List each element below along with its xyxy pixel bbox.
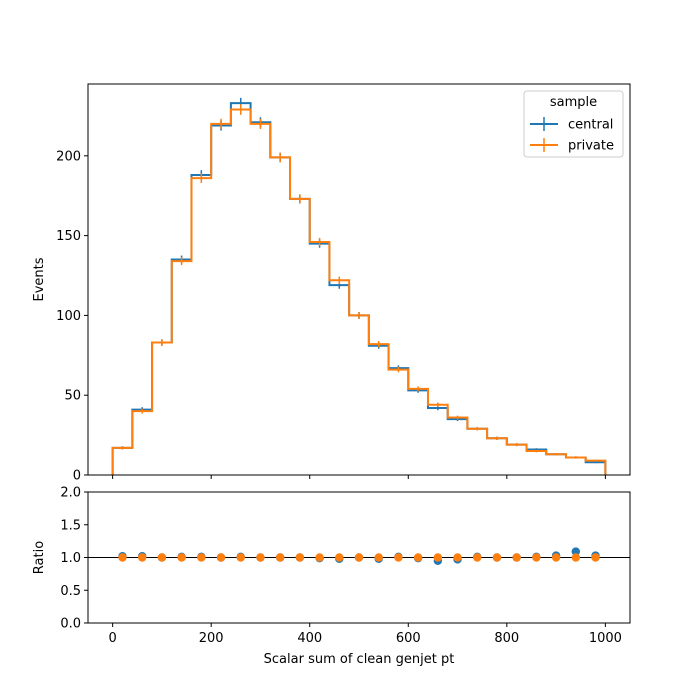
- main-y-tick-label: 200: [56, 149, 81, 164]
- ratio-point-central: [571, 547, 580, 556]
- ratio-point-private: [216, 553, 226, 562]
- x-tick-label: 400: [297, 631, 322, 646]
- legend: sample central private: [523, 90, 624, 158]
- ratio-point-private: [118, 553, 127, 562]
- legend-label-private: private: [568, 139, 614, 154]
- ratio-point-private: [532, 553, 541, 562]
- ratio-point-private: [512, 553, 521, 562]
- main-y-tick-label: 100: [56, 309, 81, 324]
- ratio-y-tick-label: 0.5: [60, 584, 81, 599]
- legend-label-central: central: [568, 118, 613, 133]
- main-plot-frame: [87, 83, 631, 476]
- ratio-y-tick-label: 1.0: [60, 551, 81, 566]
- ratio-point-private: [315, 553, 324, 562]
- ratio-panel: 0.00.51.01.52.0 0 200 400 600 800 1000 Ratio …: [32, 486, 631, 667]
- main-y-tick-label: 0: [73, 469, 81, 484]
- main-panel: 0 50 100 150 200 Events: [32, 83, 631, 484]
- main-y-tick-label: 50: [64, 389, 81, 404]
- ratio-point-private: [374, 553, 383, 562]
- x-tick-label: 200: [199, 631, 224, 646]
- ratio-point-private: [591, 553, 600, 562]
- ratio-point-private: [275, 553, 285, 562]
- ratio-x-axis: 0 200 400 600 800 1000: [108, 623, 622, 646]
- ratio-y-axis-label: Ratio: [32, 541, 47, 574]
- ratio-point-private: [335, 553, 344, 562]
- main-plot-area: [111, 97, 607, 475]
- x-tick-label: 0: [108, 631, 116, 646]
- ratio-point-private: [197, 553, 206, 562]
- x-tick-label: 800: [494, 631, 519, 646]
- ratio-point-private: [354, 553, 364, 562]
- legend-item-central: central: [530, 117, 613, 133]
- ratio-point-private: [413, 553, 423, 562]
- ratio-y-tick-label: 0.0: [60, 617, 81, 632]
- main-y-tick-label: 150: [56, 229, 81, 244]
- main-y-axis-label: Events: [32, 257, 47, 301]
- ratio-point-private: [256, 553, 265, 562]
- ratio-point-private: [177, 553, 186, 562]
- ratio-y-axis: 0.0 0.5 1.0 1.5 2.0: [60, 486, 88, 632]
- x-axis-label: Scalar sum of clean genjet pt: [264, 652, 455, 667]
- main-y-axis: 0 50 100 150 200: [56, 149, 88, 484]
- x-tick-label: 600: [396, 631, 421, 646]
- ratio-point-private: [295, 553, 305, 562]
- ratio-point-private: [453, 553, 462, 562]
- series-private: [111, 104, 607, 475]
- ratio-point-private: [236, 553, 245, 562]
- legend-title: sample: [550, 95, 597, 110]
- step-line-private: [111, 108, 607, 475]
- x-tick-label: 1000: [589, 631, 622, 646]
- ratio-series-private: [118, 553, 600, 562]
- ratio-point-private: [157, 553, 167, 562]
- step-line-central: [111, 102, 607, 475]
- ratio-point-private: [433, 553, 443, 562]
- ratio-point-private: [394, 553, 403, 562]
- legend-item-private: private: [530, 138, 614, 154]
- ratio-point-private: [138, 553, 147, 562]
- main-x-axis: [112, 475, 606, 479]
- ratio-y-tick-label: 2.0: [60, 486, 81, 501]
- ratio-point-private: [571, 553, 580, 562]
- legend-box: [523, 90, 624, 158]
- ratio-point-private: [492, 553, 502, 562]
- ratio-point-private: [551, 553, 561, 562]
- ratio-y-tick-label: 1.5: [60, 518, 81, 533]
- legend-items: central private: [530, 117, 614, 154]
- ratio-point-private: [473, 553, 482, 562]
- ratio-plot-area: [88, 547, 630, 565]
